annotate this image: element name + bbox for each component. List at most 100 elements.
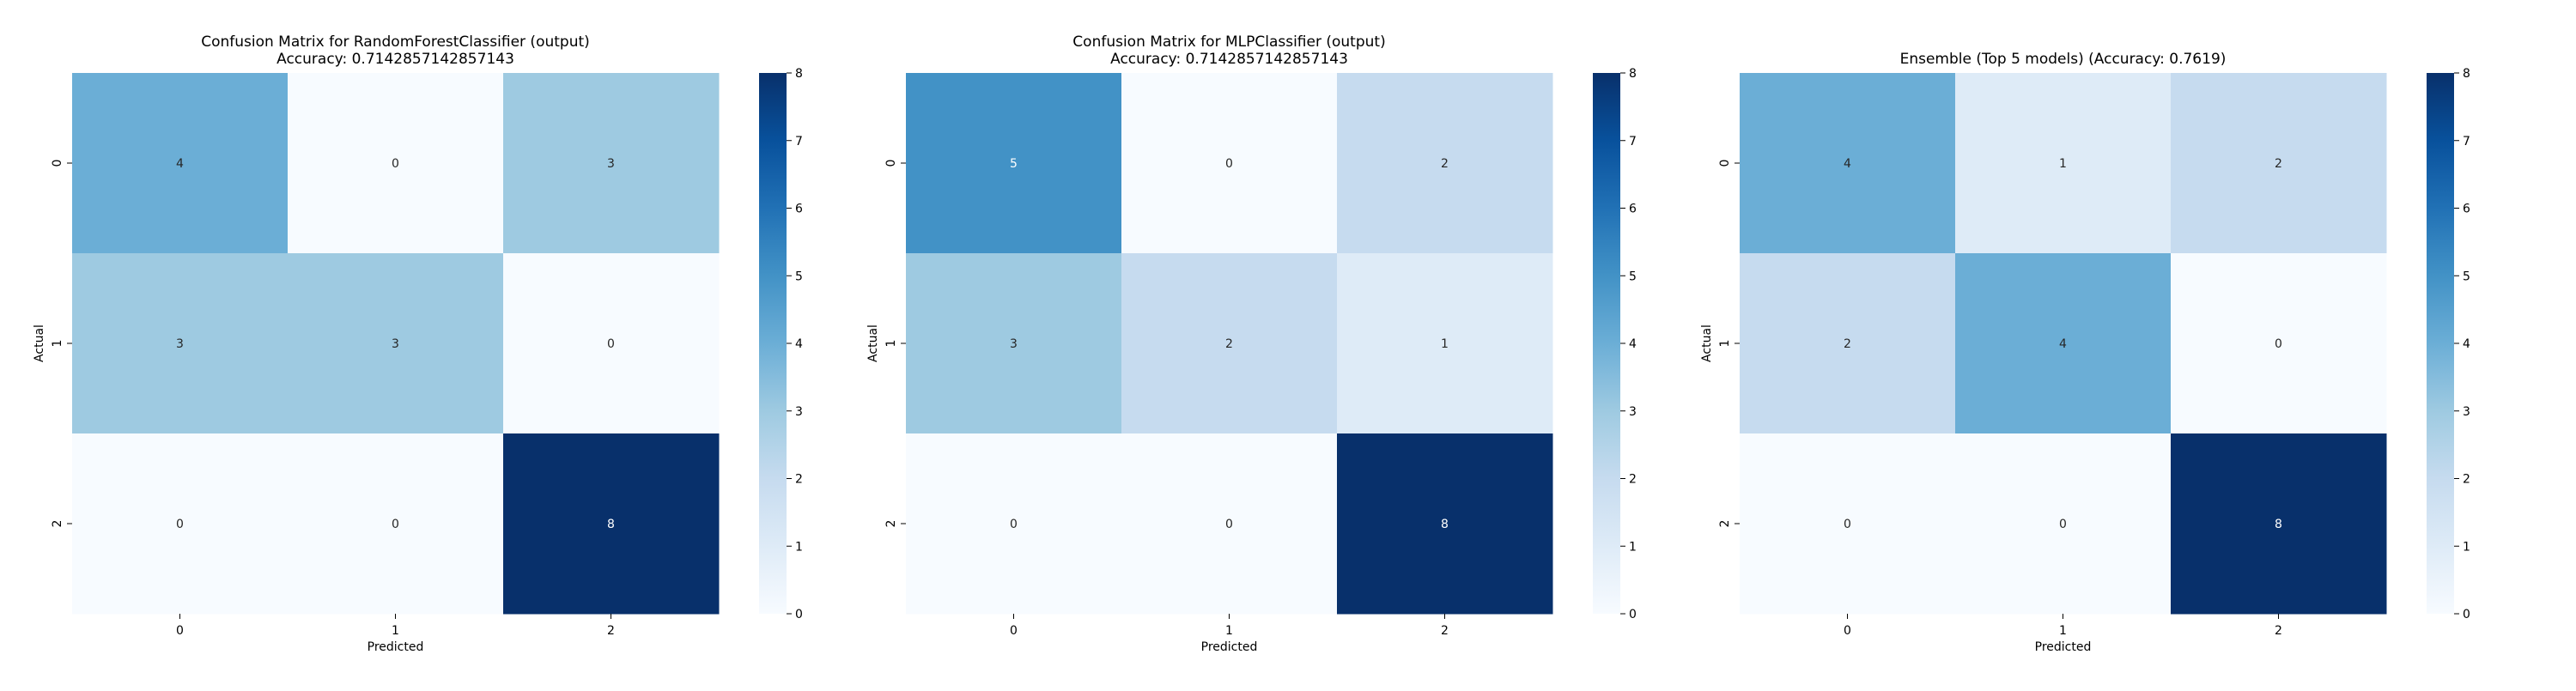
panel-1: Confusion Matrix for RandomForestClassif… [33,33,803,654]
x-axis-label: Predicted [2035,640,2092,654]
y-tick-label: 1 [1718,340,1732,348]
colorbar-tick-label: 2 [1629,473,1637,487]
y-axis-label: Actual [1700,324,1714,362]
colorbar-tick-label: 3 [795,405,803,419]
x-tick-label: 1 [2059,624,2067,638]
heatmap-cell [1121,73,1338,254]
heatmap-cell [1337,73,1553,254]
colorbar-tick-label: 1 [795,540,803,554]
x-tick-label: 1 [1225,624,1233,638]
colorbar-tick-label: 4 [1629,337,1637,351]
heatmap-cell [1740,73,1956,254]
colorbar [2427,73,2454,614]
colorbar-tick-label: 4 [2463,337,2470,351]
x-tick-label: 2 [607,624,615,638]
cell-value-label: 4 [1844,157,1851,171]
heatmap-cell [2171,73,2387,254]
colorbar-tick-label: 5 [1629,270,1637,283]
cell-value-label: 2 [1225,337,1233,351]
colorbar-tick-label: 4 [795,337,803,351]
cell-value-label: 0 [392,518,399,531]
x-tick-label: 1 [392,624,399,638]
colorbar-tick-label: 3 [2463,405,2470,419]
cell-value-label: 3 [607,157,615,171]
colorbar-tick-label: 7 [2463,135,2470,149]
heatmap-cell [2171,253,2387,434]
y-tick-label: 0 [884,160,898,167]
heatmap-cell [1955,253,2172,434]
colorbar-tick-label: 5 [795,270,803,283]
colorbar-tick-label: 6 [2463,203,2470,216]
chart-title: Confusion Matrix for MLPClassifier (outp… [1072,33,1385,68]
x-tick-label: 2 [1441,624,1449,638]
panel-2: Confusion Matrix for MLPClassifier (outp… [866,33,1637,654]
cell-value-label: 0 [607,337,615,351]
colorbar-tick-label: 0 [1629,608,1637,621]
chart-title: Ensemble (Top 5 models) (Accuracy: 0.761… [1900,51,2227,68]
cell-value-label: 2 [1441,157,1449,171]
colorbar-tick-label: 6 [795,203,803,216]
heatmap-cell [72,253,289,434]
cell-value-label: 0 [2275,337,2282,351]
heatmap-cell [1955,433,2172,615]
heatmap-cell [1121,433,1338,615]
cell-value-label: 2 [2275,157,2282,171]
x-tick-label: 0 [176,624,184,638]
colorbar-tick-label: 3 [1629,405,1637,419]
cell-value-label: 8 [1441,518,1449,531]
heatmap-cell [503,73,720,254]
cell-value-label: 0 [392,157,399,171]
heatmap-cell [72,433,289,615]
x-tick-label: 2 [2275,624,2282,638]
heatmap-cell [288,73,504,254]
cell-value-label: 3 [392,337,399,351]
cell-value-label: 0 [1844,518,1851,531]
cell-value-label: 1 [2059,157,2067,171]
heatmap-cell [503,433,720,615]
heatmap-cell [906,253,1122,434]
x-tick-label: 0 [1844,624,1851,638]
colorbar-tick-label: 0 [2463,608,2470,621]
cell-value-label: 3 [176,337,184,351]
cell-value-label: 4 [176,157,184,171]
colorbar [759,73,787,614]
cell-value-label: 8 [607,518,615,531]
x-axis-label: Predicted [368,640,424,654]
heatmap-cell [288,253,504,434]
cell-value-label: 2 [1844,337,1851,351]
cell-value-label: 0 [1225,518,1233,531]
heatmap-cell [503,253,720,434]
y-axis-label: Actual [866,324,880,362]
y-tick-label: 2 [884,520,898,528]
colorbar-tick-label: 5 [2463,270,2470,283]
colorbar-tick-label: 8 [2463,67,2470,81]
colorbar-tick-label: 2 [2463,473,2470,487]
y-axis-label: Actual [33,324,46,362]
colorbar-tick-label: 0 [795,608,803,621]
heatmap-cell [1337,433,1553,615]
y-tick-label: 0 [1718,160,1732,167]
heatmap-cell [906,73,1122,254]
x-tick-label: 0 [1010,624,1018,638]
y-tick-label: 0 [51,160,64,167]
chart-title: Confusion Matrix for RandomForestClassif… [201,33,590,68]
heatmap-cell [1740,253,1956,434]
colorbar [1593,73,1620,614]
heatmap-cell [1121,253,1338,434]
cell-value-label: 0 [1010,518,1018,531]
cell-value-label: 8 [2275,518,2282,531]
colorbar-tick-label: 1 [1629,540,1637,554]
cell-value-label: 4 [2059,337,2067,351]
cell-value-label: 0 [176,518,184,531]
heatmap-cell [72,73,289,254]
heatmap-cell [906,433,1122,615]
y-tick-label: 2 [1718,520,1732,528]
colorbar-tick-label: 7 [1629,135,1637,149]
heatmap-cell [2171,433,2387,615]
colorbar-tick-label: 7 [795,135,803,149]
colorbar-tick-label: 1 [2463,540,2470,554]
cell-value-label: 3 [1010,337,1018,351]
cell-value-label: 1 [1441,337,1449,351]
